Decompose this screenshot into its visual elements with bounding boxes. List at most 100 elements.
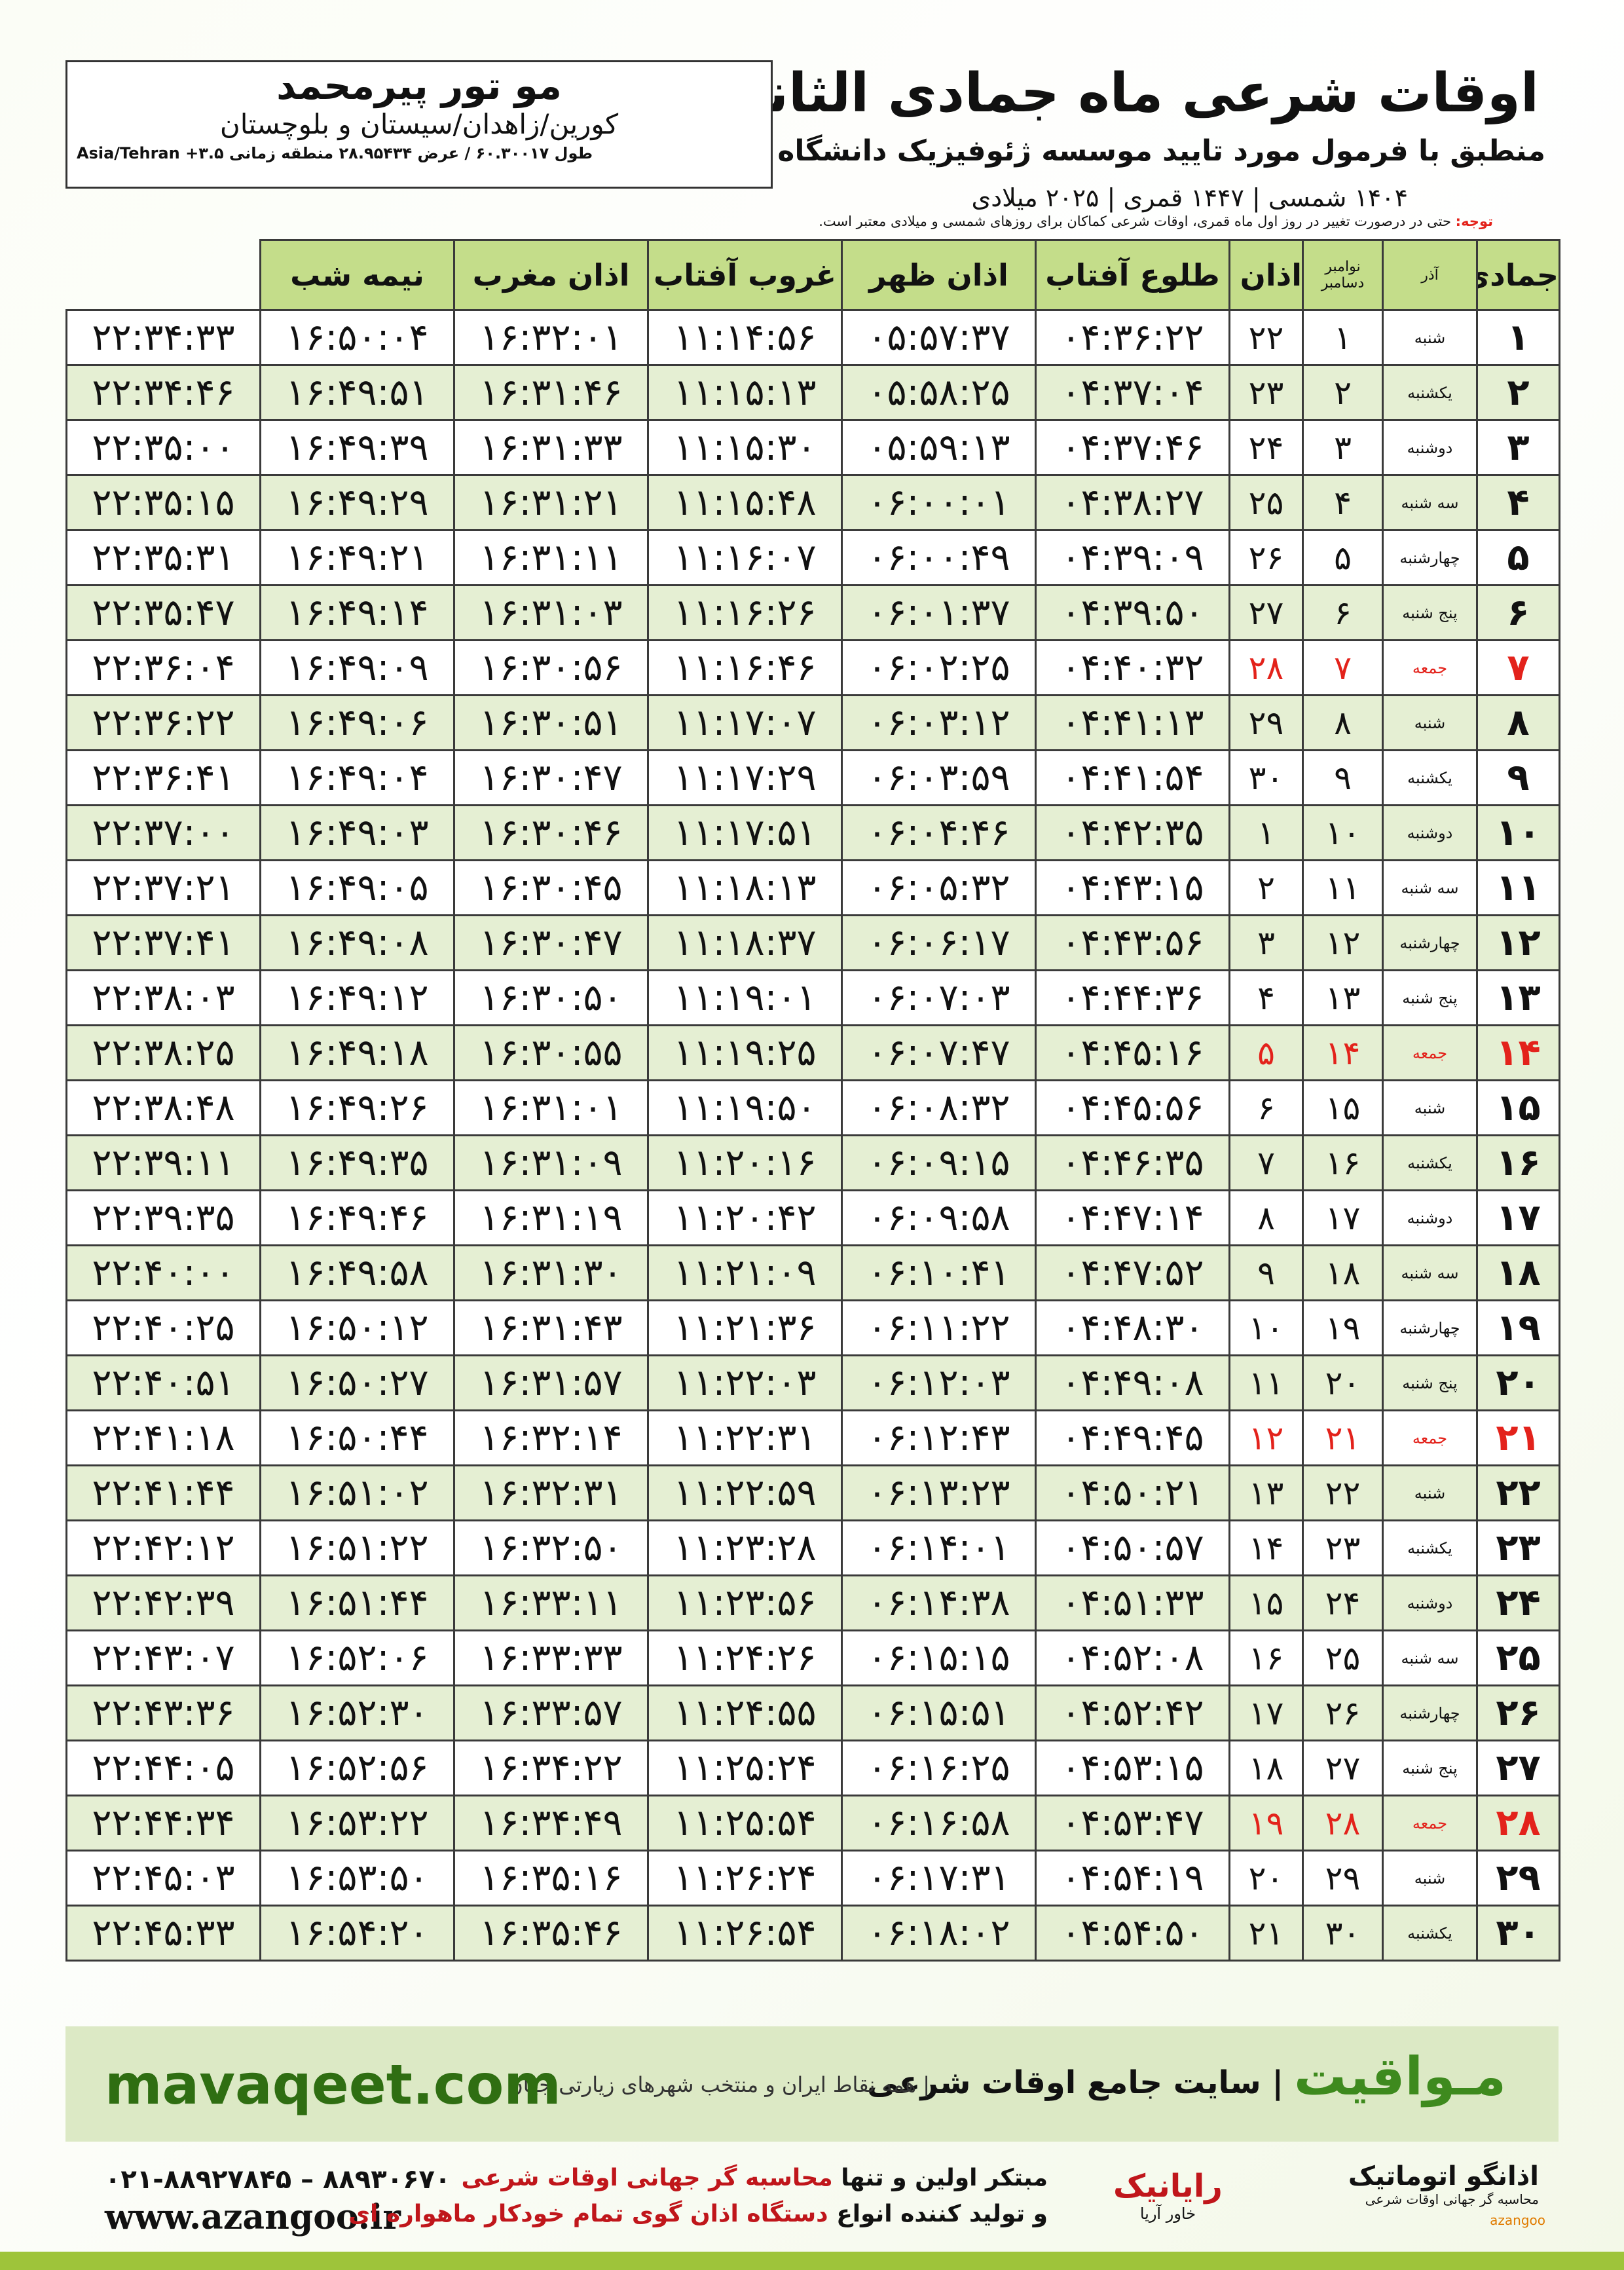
day-cell: ۳ bbox=[1476, 419, 1560, 476]
time-cell: ۱۶:۴۹:۳۹ bbox=[259, 419, 455, 476]
day-cell: ۲۷ bbox=[1302, 1740, 1384, 1796]
time-cell: ۰۶:۰۱:۳۷ bbox=[841, 584, 1037, 641]
day-cell: ۲۸ bbox=[1476, 1795, 1560, 1851]
time-cell: ۱۶:۳۰:۴۷ bbox=[453, 914, 649, 971]
day-cell: ۲۲ bbox=[1302, 1464, 1384, 1521]
scope: | همه نقاط ایران و منتخب شهرهای زیارتی ج… bbox=[507, 2072, 930, 2097]
row: ۱ شنبه ۱ ۲۲ ۰۴:۳۶:۲۲ ۰۵:۵۷:۳۷ ۱۱:۱۴:۵۶ ۱۶:۳۲:۰۱… bbox=[65, 309, 1560, 366]
day-cell: ۱۶ bbox=[1302, 1134, 1384, 1191]
time-cell: ۰۴:۴۳:۵۶ bbox=[1035, 914, 1230, 971]
day-cell: ۱۰ bbox=[1476, 804, 1560, 861]
time-cell: ۱۱:۲۱:۰۹ bbox=[647, 1244, 843, 1301]
url[interactable]: mavaqeet.com bbox=[105, 2053, 561, 2117]
day-cell: ۱۳ bbox=[1302, 969, 1384, 1026]
time-cell: ۱۶:۵۳:۲۲ bbox=[259, 1795, 455, 1851]
time-cell: ۰۴:۴۷:۵۲ bbox=[1035, 1244, 1230, 1301]
time-cell: ۱۶:۴۹:۵۱ bbox=[259, 364, 455, 421]
day-cell: ۲۹ bbox=[1228, 694, 1304, 751]
day-cell: ۴ bbox=[1302, 474, 1384, 531]
slogan: | سایت جامع اوقات شرعی bbox=[867, 2064, 1283, 2101]
prayer-table: جمادی الثانیآذرنوامبردسامبراذان صبحطلوع … bbox=[65, 239, 1560, 1962]
time-cell: ۱۶:۳۵:۴۶ bbox=[453, 1905, 649, 1962]
time-cell: ۰۶:۰۰:۰۱ bbox=[841, 474, 1037, 531]
time-cell: ۰۴:۳۹:۰۹ bbox=[1035, 529, 1230, 586]
column-header: غروب آفتاب bbox=[647, 239, 843, 311]
day-cell: شنبه bbox=[1382, 1079, 1478, 1136]
location-region: کورین/زاهدان/سیستان و بلوچستان bbox=[219, 108, 619, 140]
time-cell: ۱۶:۵۱:۰۲ bbox=[259, 1464, 455, 1521]
highlight: دستگاه اذان گوی تمام خودکار ماهواره ای bbox=[348, 2201, 828, 2227]
time-cell: ۱۶:۴۹:۱۴ bbox=[259, 584, 455, 641]
time-cell: ۱۶:۵۲:۳۰ bbox=[259, 1684, 455, 1741]
time-cell: ۱۶:۳۱:۴۳ bbox=[453, 1299, 649, 1356]
time-cell: ۲۲:۳۹:۱۱ bbox=[65, 1134, 261, 1191]
day-cell: ۱۱ bbox=[1302, 859, 1384, 916]
years: ۱۴۰۴ شمسی | ۱۴۴۷ قمری | ۲۰۲۵ میلادی bbox=[971, 183, 1408, 212]
time-cell: ۱۱:۱۶:۰۷ bbox=[647, 529, 843, 586]
time-cell: ۲۲:۴۰:۰۰ bbox=[65, 1244, 261, 1301]
row: ۱۴ جمعه ۱۴ ۵ ۰۴:۴۵:۱۶ ۰۶:۰۷:۴۷ ۱۱:۱۹:۲۵ ۱۶:۳۰:۵… bbox=[65, 1024, 1560, 1081]
time-cell: ۲۲:۳۷:۴۱ bbox=[65, 914, 261, 971]
footer-line: مبتکر اولین و تنها محاسبه گر جهانی اوقات… bbox=[462, 2165, 1048, 2191]
day-cell: ۱۹ bbox=[1302, 1299, 1384, 1356]
day-cell: ۲۷ bbox=[1476, 1740, 1560, 1796]
day-cell: ۲۰ bbox=[1228, 1850, 1304, 1907]
time-cell: ۰۴:۳۸:۲۷ bbox=[1035, 474, 1230, 531]
time-cell: ۰۶:۱۷:۳۱ bbox=[841, 1850, 1037, 1907]
time-cell: ۱۱:۱۹:۲۵ bbox=[647, 1024, 843, 1081]
time-cell: ۰۶:۰۴:۴۶ bbox=[841, 804, 1037, 861]
time-cell: ۰۶:۱۱:۲۲ bbox=[841, 1299, 1037, 1356]
row: ۱۳ پنج شنبه ۱۳ ۴ ۰۴:۴۴:۳۶ ۰۶:۰۷:۰۳ ۱۱:۱۹:۰۱ ۱۶:… bbox=[65, 969, 1560, 1026]
time-cell: ۰۴:۴۶:۳۵ bbox=[1035, 1134, 1230, 1191]
time-cell: ۰۴:۳۷:۰۴ bbox=[1035, 364, 1230, 421]
day-cell: ۶ bbox=[1228, 1079, 1304, 1136]
day-cell: ۱۷ bbox=[1476, 1189, 1560, 1246]
time-cell: ۱۶:۳۳:۱۱ bbox=[453, 1574, 649, 1631]
time-cell: ۱۶:۳۲:۳۱ bbox=[453, 1464, 649, 1521]
day-cell: ۵ bbox=[1476, 529, 1560, 586]
time-cell: ۲۲:۴۳:۰۷ bbox=[65, 1629, 261, 1686]
time-cell: ۱۱:۲۲:۳۱ bbox=[647, 1409, 843, 1466]
time-cell: ۲۲:۳۴:۳۳ bbox=[65, 309, 261, 366]
time-cell: ۱۶:۳۲:۰۱ bbox=[453, 309, 649, 366]
day-cell: ۲۲ bbox=[1476, 1464, 1560, 1521]
day-cell: شنبه bbox=[1382, 1850, 1478, 1907]
footer-line: و تولید کننده انواع دستگاه اذان گوی تمام… bbox=[348, 2201, 1048, 2227]
row: ۷ جمعه ۷ ۲۸ ۰۴:۴۰:۳۲ ۰۶:۰۲:۲۵ ۱۱:۱۶:۴۶ ۱۶:۳۰:۵۶… bbox=[65, 639, 1560, 696]
day-cell: ۱ bbox=[1228, 804, 1304, 861]
day-cell: ۲۶ bbox=[1228, 529, 1304, 586]
time-cell: ۱۶:۳۴:۲۲ bbox=[453, 1740, 649, 1796]
time-cell: ۱۶:۳۱:۳۰ bbox=[453, 1244, 649, 1301]
day-cell: ۲۱ bbox=[1476, 1409, 1560, 1466]
day-cell: سه شنبه bbox=[1382, 1629, 1478, 1686]
time-cell: ۰۴:۴۰:۳۲ bbox=[1035, 639, 1230, 696]
time-cell: ۰۶:۱۵:۱۵ bbox=[841, 1629, 1037, 1686]
logo: اذانگو اتوماتیک محاسبه گر جهانی اوقات شرع… bbox=[1264, 2161, 1545, 2228]
time-cell: ۲۲:۴۵:۰۳ bbox=[65, 1850, 261, 1907]
time-cell: ۱۱:۱۶:۲۶ bbox=[647, 584, 843, 641]
time-cell: ۱۶:۴۹:۱۸ bbox=[259, 1024, 455, 1081]
time-cell: ۱۶:۳۰:۴۵ bbox=[453, 859, 649, 916]
day-cell: ۱۷ bbox=[1228, 1684, 1304, 1741]
time-cell: ۲۲:۳۴:۴۶ bbox=[65, 364, 261, 421]
day-cell: ۳ bbox=[1228, 914, 1304, 971]
day-cell: ۱ bbox=[1302, 309, 1384, 366]
time-cell: ۱۶:۳۲:۱۴ bbox=[453, 1409, 649, 1466]
time-cell: ۰۶:۱۲:۰۳ bbox=[841, 1354, 1037, 1411]
row: ۳۰ یکشنبه ۳۰ ۲۱ ۰۴:۵۴:۵۰ ۰۶:۱۸:۰۲ ۱۱:۲۶:۵۴ ۱۶:۳… bbox=[65, 1905, 1560, 1962]
day-cell: شنبه bbox=[1382, 694, 1478, 751]
day-cell: ۹ bbox=[1302, 749, 1384, 806]
title: اوقات شرعی ماه جمادی الثانی bbox=[714, 62, 1539, 124]
day-cell: شنبه bbox=[1382, 309, 1478, 366]
day-cell: ۲۴ bbox=[1476, 1574, 1560, 1631]
day-cell: ۱۳ bbox=[1476, 969, 1560, 1026]
time-cell: ۰۶:۰۵:۳۲ bbox=[841, 859, 1037, 916]
time-cell: ۱۱:۱۷:۵۱ bbox=[647, 804, 843, 861]
time-cell: ۱۶:۳۳:۵۷ bbox=[453, 1684, 649, 1741]
day-cell: ۲۰ bbox=[1302, 1354, 1384, 1411]
row: ۲۴ دوشنبه ۲۴ ۱۵ ۰۴:۵۱:۳۳ ۰۶:۱۴:۳۸ ۱۱:۲۳:۵۶ ۱۶:۳… bbox=[65, 1574, 1560, 1631]
day-cell: یکشنبه bbox=[1382, 1519, 1478, 1576]
website[interactable]: www.azangoo.ir bbox=[105, 2197, 401, 2237]
column-header: جمادی الثانی bbox=[1476, 239, 1560, 311]
day-cell: دوشنبه bbox=[1382, 419, 1478, 476]
